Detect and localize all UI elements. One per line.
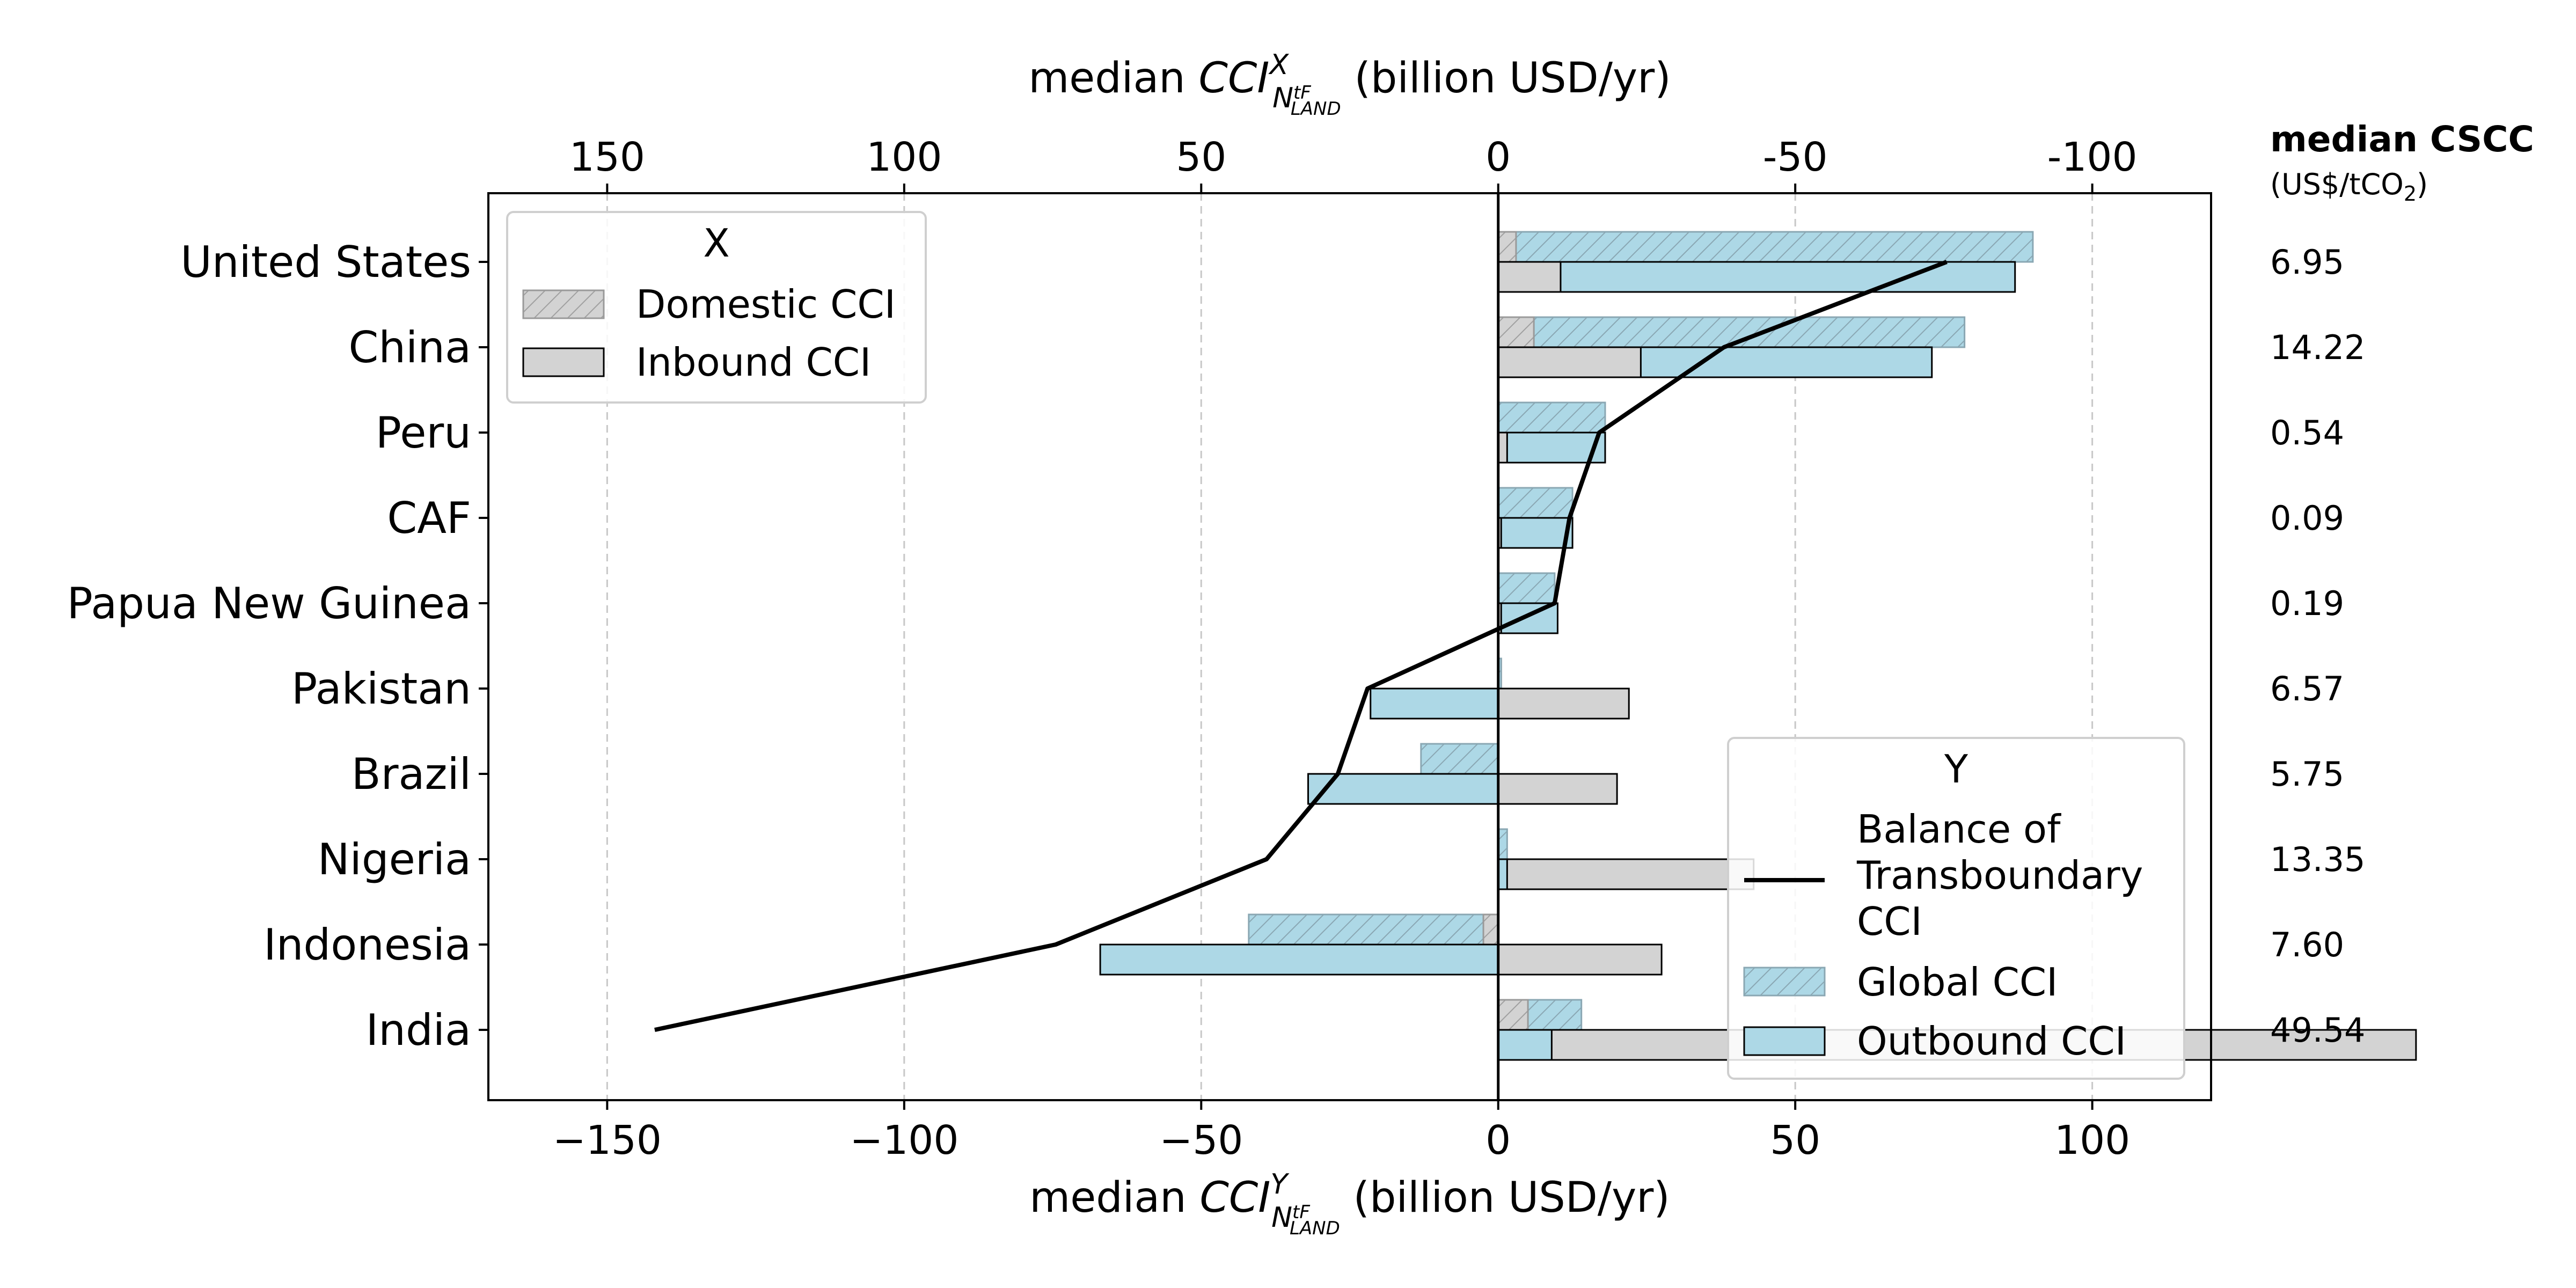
legend-y-swatch: [1743, 1026, 1826, 1056]
y-tick-label: Pakistan: [291, 664, 471, 714]
grid-layer: [606, 193, 2094, 1100]
y-tick-label: United States: [180, 237, 471, 287]
bar-domestic-cci: [1482, 913, 1499, 946]
x-top-tick-label: -50: [1763, 134, 1828, 180]
bar-inbound-cci: [1497, 773, 1618, 805]
x-top-tick-label: 100: [866, 134, 942, 180]
cscc-value: 7.60: [2270, 925, 2344, 964]
y-tick-label: CAF: [387, 493, 471, 543]
bar-outbound-cci: [1370, 687, 1499, 720]
bar-outbound-cci: [1099, 943, 1499, 976]
legend-layer: X Domestic CCI Inbound CCI Y Balance of Trans…: [506, 211, 2185, 1080]
bar-outbound-cci: [1497, 431, 1606, 464]
bar-global-cci: [1248, 913, 1499, 946]
cscc-layer: median CSCC (US$/tCO2) 6.95 14.22 0.54 0.09 0.…: [2270, 119, 2534, 1050]
x-top-tick-label: 50: [1176, 134, 1226, 180]
y-tick-label: Brazil: [352, 749, 471, 799]
bar-outbound-cci: [1307, 773, 1499, 805]
y-tick-label: Papua New Guinea: [67, 579, 471, 628]
y-tick-label: India: [366, 1005, 471, 1055]
bar-domestic-cci: [1497, 316, 1535, 348]
x-bottom-tick-label: 100: [2054, 1117, 2130, 1163]
x-top-axis-label: median CCIX NtF LAND (billion USD/yr): [1028, 49, 1671, 120]
bar-outbound-cci: [1497, 1029, 1553, 1061]
cscc-value: 14.22: [2270, 328, 2366, 367]
bar-inbound-cci: [1497, 346, 1642, 378]
legend-y-label: Outbound CCI: [1857, 1019, 2126, 1064]
cscc-title: median CSCC: [2270, 119, 2534, 160]
bar-global-cci: [1497, 231, 2034, 263]
axis-layer: United States China Peru CAF Papua New Guine…: [67, 49, 2138, 1239]
cscc-value: 5.75: [2270, 755, 2344, 794]
bar-inbound-cci: [1497, 858, 1755, 890]
cscc-value: 0.09: [2270, 499, 2344, 538]
legend-x-swatch: [522, 347, 605, 377]
x-bottom-tick-label: −150: [553, 1117, 662, 1163]
bar-global-cci: [1420, 743, 1499, 775]
legend-y-swatch: [1743, 967, 1826, 997]
plot-frame: [487, 192, 2212, 1101]
cscc-value: 6.95: [2270, 243, 2344, 282]
bar-inbound-cci: [1497, 261, 1562, 293]
x-bottom-tick-label: −50: [1159, 1117, 1243, 1163]
legend-x-swatch: [522, 289, 605, 319]
cscc-unit: (US$/tCO2): [2270, 167, 2428, 206]
x-bottom-axis-label: median CCIY NtF LAND (billion USD/yr): [1029, 1168, 1670, 1239]
legend-y-label: Balance of Transboundary CCI: [1856, 807, 2143, 944]
legend-x-frame: [506, 211, 927, 404]
y-tick-label: Peru: [376, 408, 471, 458]
bar-global-cci: [1497, 401, 1606, 434]
bar-global-cci: [1497, 487, 1574, 519]
legend-x-label: Domestic CCI: [636, 282, 896, 327]
x-top-tick-label: 150: [569, 134, 645, 180]
bar-inbound-cci: [1497, 687, 1630, 720]
legend-x-title: X: [703, 221, 729, 266]
cscc-value: 0.54: [2270, 413, 2344, 452]
bar-outbound-cci: [1497, 517, 1574, 549]
balance-line: [654, 260, 1948, 1032]
y-tick-label: Nigeria: [318, 835, 471, 884]
x-top-tick-label: 0: [1485, 134, 1511, 180]
cscc-value: 49.54: [2270, 1011, 2366, 1050]
bar-inbound-cci: [1497, 943, 1663, 976]
cscc-value: 6.57: [2270, 669, 2344, 708]
cscc-value: 0.19: [2270, 584, 2344, 623]
x-bottom-tick-label: 50: [1770, 1117, 1820, 1163]
legend-y-title: Y: [1944, 747, 1968, 792]
cscc-value: 13.35: [2270, 840, 2366, 879]
bar-global-cci: [1497, 572, 1556, 604]
line-layer: [654, 260, 1948, 1032]
bar-domestic-cci: [1497, 231, 1517, 263]
y-tick-label: Indonesia: [264, 920, 471, 970]
legend-y-label: Global CCI: [1857, 960, 2058, 1005]
legend-x-label: Inbound CCI: [636, 340, 871, 385]
x-bottom-tick-label: 0: [1485, 1117, 1511, 1163]
y-tick-label: China: [348, 323, 471, 372]
bar-domestic-cci: [1497, 999, 1529, 1031]
legend-y-frame: [1727, 737, 2185, 1080]
x-top-tick-label: -100: [2047, 134, 2138, 180]
x-bottom-tick-label: −100: [850, 1117, 958, 1163]
